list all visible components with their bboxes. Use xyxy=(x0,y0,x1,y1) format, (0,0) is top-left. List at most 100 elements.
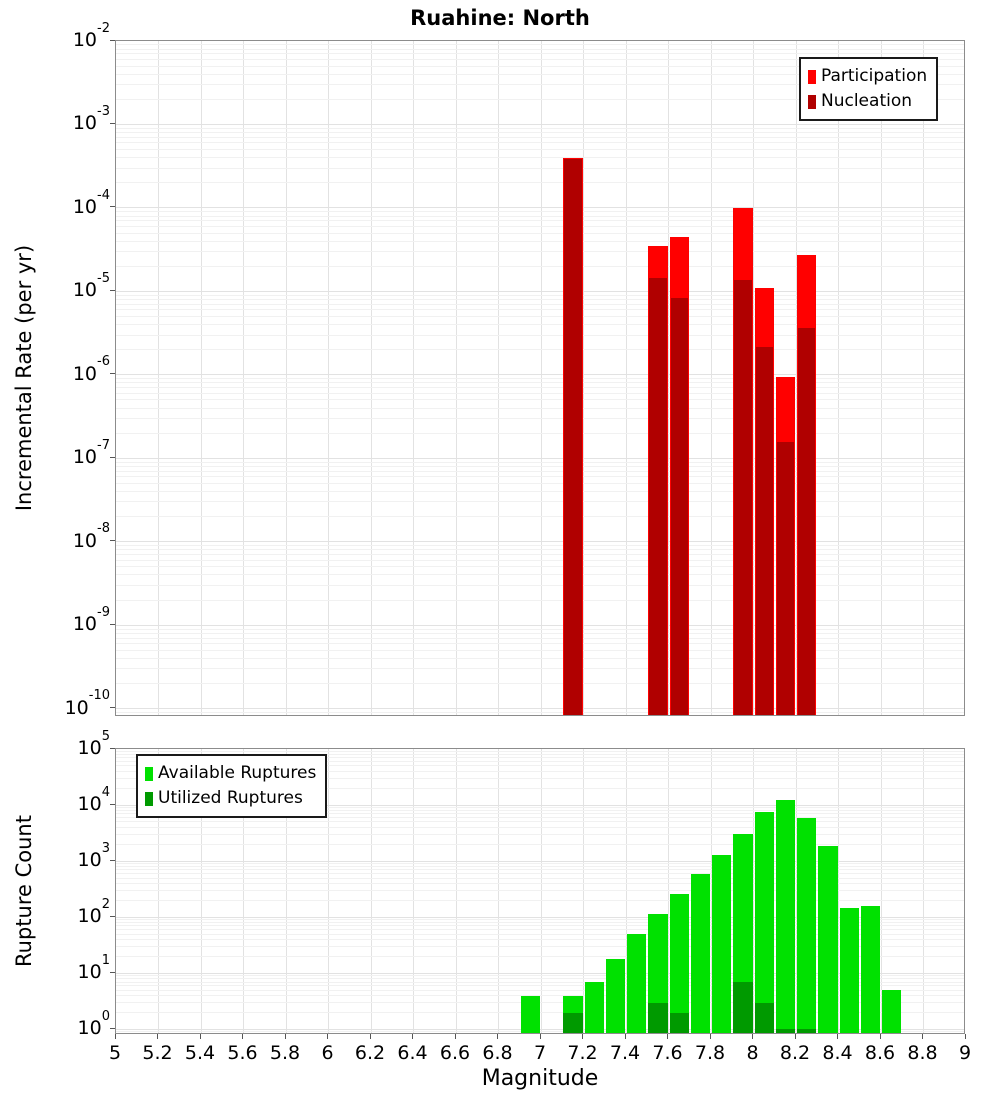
x-tick-mark xyxy=(284,1034,286,1039)
minor-gridline xyxy=(116,399,964,401)
gridline xyxy=(116,374,964,376)
minor-gridline xyxy=(116,211,964,213)
minor-gridline xyxy=(116,899,964,901)
y-tick-label: 10-7 xyxy=(72,437,110,469)
x-tick-mark xyxy=(157,1034,158,1039)
minor-gridline xyxy=(116,751,964,753)
minor-gridline xyxy=(116,1002,964,1004)
minor-gridline xyxy=(116,889,964,891)
minor-gridline xyxy=(116,84,964,86)
minor-gridline xyxy=(116,955,964,957)
minor-gridline xyxy=(116,220,964,222)
gridline xyxy=(116,541,964,543)
minor-gridline xyxy=(116,643,964,645)
gridline xyxy=(583,749,584,1033)
rupture-count-panel: Available Ruptures Utilized Ruptures xyxy=(115,748,965,1034)
gridline xyxy=(370,41,372,715)
available-ruptures-bar xyxy=(882,990,902,1033)
legend-item-available-ruptures: Available Ruptures xyxy=(145,761,316,786)
minor-gridline xyxy=(116,989,964,991)
minor-gridline xyxy=(116,48,964,50)
utilized-ruptures-bar xyxy=(754,1002,774,1033)
gridline xyxy=(116,290,964,292)
x-tick-mark xyxy=(114,1034,116,1039)
available-ruptures-bar xyxy=(775,799,795,1033)
x-tick-mark xyxy=(922,1034,923,1039)
minor-gridline xyxy=(116,132,964,134)
gridline xyxy=(923,749,924,1033)
minor-gridline xyxy=(116,516,964,518)
x-tick-label: 7.6 xyxy=(652,1042,683,1064)
minor-gridline xyxy=(116,225,964,227)
x-tick-label: 6.6 xyxy=(439,1042,471,1064)
legend-item-utilized-ruptures: Utilized Ruptures xyxy=(145,786,316,811)
minor-gridline xyxy=(116,554,964,556)
utilized-ruptures-label: Utilized Ruptures xyxy=(158,788,303,808)
gridline xyxy=(923,41,924,715)
x-tick-label: 7.8 xyxy=(694,1042,726,1064)
minor-gridline xyxy=(116,882,964,884)
nucleation-bar xyxy=(563,157,583,715)
y-tick-mark xyxy=(110,859,115,861)
minor-gridline xyxy=(116,44,964,46)
minor-gridline xyxy=(116,929,964,931)
utilized-ruptures-bar xyxy=(669,1012,689,1033)
minor-gridline xyxy=(116,869,964,871)
x-tick-mark xyxy=(667,1034,668,1039)
legend-item-nucleation: Nucleation xyxy=(808,89,927,114)
gridline xyxy=(285,749,287,1033)
x-tick-mark xyxy=(879,1034,881,1039)
gridline xyxy=(116,624,964,626)
minor-gridline xyxy=(116,309,964,311)
nucleation-swatch xyxy=(808,94,816,109)
available-ruptures-bar xyxy=(584,982,604,1033)
nucleation-bar xyxy=(733,279,753,715)
x-tick-label: 7.4 xyxy=(609,1042,641,1064)
gridline xyxy=(116,804,964,806)
gridline xyxy=(328,749,329,1033)
minor-gridline xyxy=(116,873,964,875)
minor-gridline xyxy=(116,167,964,169)
utilized-ruptures-bar xyxy=(733,982,753,1033)
y-tick-mark xyxy=(110,707,115,709)
gridline xyxy=(200,41,202,715)
gridline xyxy=(710,41,712,715)
minor-gridline xyxy=(116,760,964,762)
x-tick-label: 5.2 xyxy=(142,1042,173,1064)
minor-gridline xyxy=(116,465,964,467)
minor-gridline xyxy=(116,787,964,789)
x-tick-mark xyxy=(497,1034,498,1039)
minor-gridline xyxy=(116,821,964,823)
minor-gridline xyxy=(116,387,964,389)
minor-gridline xyxy=(116,919,964,921)
nucleation-bar xyxy=(797,327,817,715)
y-tick-label: 10-5 xyxy=(72,271,110,302)
available-ruptures-bar xyxy=(627,934,647,1033)
gridline xyxy=(328,41,329,715)
chart-title: Ruahine: North xyxy=(410,6,590,30)
minor-gridline xyxy=(116,877,964,879)
minor-gridline xyxy=(116,73,964,75)
minor-gridline xyxy=(116,215,964,217)
x-tick-mark xyxy=(582,1034,583,1039)
x-tick-mark xyxy=(242,1034,243,1039)
minor-gridline xyxy=(116,142,964,144)
available-ruptures-label: Available Ruptures xyxy=(158,763,317,783)
minor-gridline xyxy=(116,711,964,713)
minor-gridline xyxy=(116,417,964,419)
gridline xyxy=(795,749,797,1033)
y-tick-mark xyxy=(110,623,115,625)
gridline xyxy=(116,708,964,710)
minor-gridline xyxy=(116,265,964,267)
minor-gridline xyxy=(116,251,964,253)
minor-gridline xyxy=(116,1031,964,1033)
minor-gridline xyxy=(116,995,964,997)
gridline xyxy=(583,41,584,715)
minor-gridline xyxy=(116,303,964,305)
x-tick-label: 7 xyxy=(533,1042,547,1064)
minor-gridline xyxy=(116,933,964,935)
y-tick-mark xyxy=(110,206,115,208)
minor-gridline xyxy=(116,432,964,434)
minor-gridline xyxy=(116,378,964,380)
y-tick-mark xyxy=(110,747,115,749)
